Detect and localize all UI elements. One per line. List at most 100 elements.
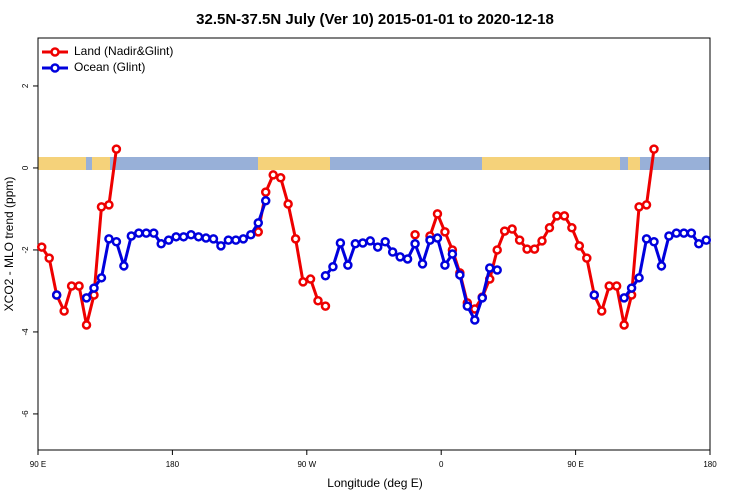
point bbox=[634, 202, 644, 212]
point bbox=[440, 227, 450, 237]
point bbox=[320, 271, 331, 281]
y-axis-label: XCO2 - MLO trend (ppm) bbox=[2, 177, 16, 312]
point bbox=[89, 283, 99, 293]
point bbox=[148, 228, 159, 238]
y-tick-label: -6 bbox=[21, 410, 30, 418]
point bbox=[522, 244, 532, 254]
point bbox=[641, 200, 652, 210]
point bbox=[313, 296, 323, 306]
point bbox=[51, 290, 62, 300]
point bbox=[320, 301, 331, 311]
point bbox=[74, 281, 84, 291]
point bbox=[305, 274, 316, 284]
point bbox=[246, 230, 256, 240]
point bbox=[671, 228, 682, 238]
point bbox=[216, 241, 226, 251]
x-tick-label: 90 W bbox=[297, 460, 316, 469]
point bbox=[395, 252, 405, 262]
point bbox=[186, 230, 196, 240]
land-band bbox=[92, 157, 110, 170]
point bbox=[193, 232, 204, 242]
point bbox=[328, 262, 338, 272]
point bbox=[619, 320, 629, 330]
point bbox=[111, 144, 122, 154]
point bbox=[432, 209, 443, 219]
plot-frame bbox=[37, 37, 711, 451]
point bbox=[507, 224, 517, 234]
point bbox=[283, 199, 293, 209]
point bbox=[425, 235, 435, 245]
point bbox=[104, 200, 114, 210]
point bbox=[492, 265, 502, 275]
point bbox=[163, 235, 174, 245]
point bbox=[552, 211, 562, 221]
point bbox=[410, 239, 420, 249]
y-tick-label: 2 bbox=[21, 83, 30, 88]
point bbox=[387, 247, 398, 257]
point bbox=[253, 218, 264, 228]
y-tick-label: -2 bbox=[21, 246, 30, 254]
point bbox=[275, 173, 286, 183]
point bbox=[455, 270, 465, 280]
point bbox=[268, 170, 278, 180]
point bbox=[208, 234, 219, 244]
point bbox=[611, 281, 622, 291]
chart-title: 32.5N-37.5N July (Ver 10) 2015-01-01 to … bbox=[196, 11, 554, 28]
point bbox=[290, 234, 301, 244]
point bbox=[111, 236, 122, 247]
point bbox=[365, 236, 376, 246]
point bbox=[253, 227, 264, 237]
point bbox=[126, 231, 137, 241]
land-band bbox=[258, 157, 330, 170]
point bbox=[649, 236, 659, 247]
point bbox=[462, 301, 473, 311]
x-tick-label: 90 E bbox=[567, 460, 583, 469]
point bbox=[335, 238, 346, 248]
point bbox=[589, 290, 600, 300]
point bbox=[574, 241, 585, 251]
point bbox=[380, 236, 390, 247]
point bbox=[96, 273, 107, 283]
point bbox=[492, 245, 502, 255]
point bbox=[178, 232, 189, 242]
point bbox=[634, 273, 644, 283]
point bbox=[223, 235, 234, 245]
point bbox=[447, 249, 458, 259]
land-band bbox=[38, 157, 86, 170]
point bbox=[432, 233, 443, 243]
legend-label: Ocean (Glint) bbox=[74, 60, 145, 74]
point bbox=[298, 277, 308, 287]
x-tick-label: 90 E bbox=[30, 460, 46, 469]
point bbox=[686, 228, 697, 238]
point bbox=[260, 196, 271, 206]
point bbox=[156, 239, 166, 249]
point bbox=[417, 259, 428, 269]
point bbox=[641, 234, 652, 244]
point bbox=[470, 315, 480, 325]
point bbox=[679, 228, 689, 238]
point bbox=[81, 320, 92, 330]
point bbox=[343, 260, 353, 270]
point bbox=[537, 236, 547, 246]
point bbox=[81, 293, 92, 303]
point bbox=[499, 226, 510, 236]
land-band bbox=[482, 157, 620, 170]
point bbox=[529, 244, 540, 254]
point bbox=[402, 254, 413, 264]
point bbox=[582, 253, 592, 263]
point bbox=[201, 233, 211, 243]
point bbox=[514, 235, 525, 245]
point bbox=[372, 242, 383, 252]
point bbox=[350, 239, 361, 249]
point bbox=[694, 239, 704, 249]
point bbox=[649, 144, 659, 154]
point bbox=[171, 232, 181, 242]
point bbox=[619, 293, 629, 303]
point bbox=[664, 231, 674, 241]
point bbox=[604, 281, 614, 291]
point bbox=[96, 202, 107, 212]
point bbox=[231, 235, 241, 245]
point bbox=[656, 261, 667, 271]
